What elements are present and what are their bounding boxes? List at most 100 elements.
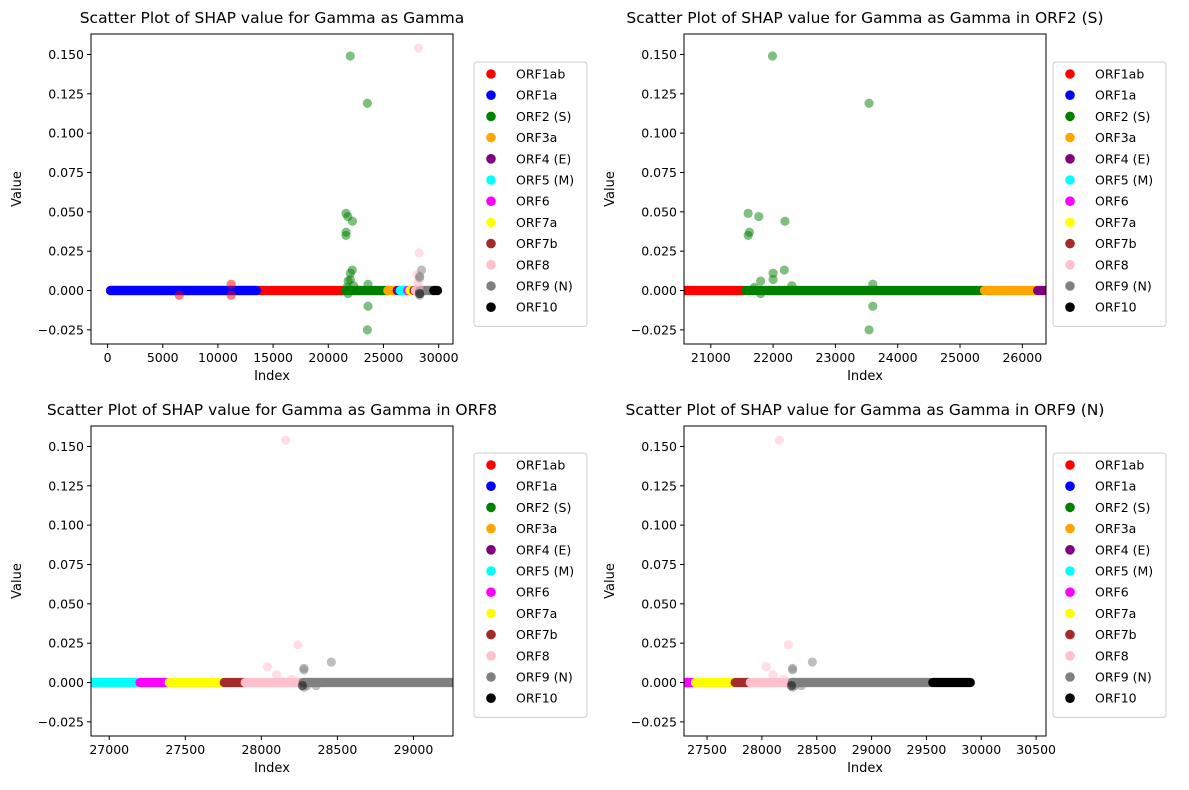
legend-label: ORF8 — [1095, 257, 1129, 272]
legend-marker — [1065, 132, 1075, 143]
plot-area — [91, 435, 453, 692]
legend-label: ORF10 — [1095, 691, 1137, 706]
legend-label: ORF2 (S) — [516, 109, 571, 124]
legend-marker — [486, 281, 496, 291]
legend-marker — [486, 175, 496, 185]
y-axis-label: Value — [603, 171, 618, 207]
legend-label: ORF7a — [516, 606, 557, 621]
legend-marker — [486, 502, 496, 513]
x-tick-label: 28000 — [742, 742, 782, 757]
point-orf2-s--3 — [754, 211, 764, 222]
legend-label: ORF5 (M) — [516, 564, 574, 579]
point-orf2-s--0 — [345, 51, 355, 61]
y-axis-label: Value — [10, 171, 25, 207]
legend-label: ORF2 (S) — [516, 500, 571, 515]
y-tick-label: 0.025 — [48, 636, 84, 651]
legend: ORF1ab ORF1a ORF2 (S) ORF3a ORF4 (E) ORF5 (M)… — [1052, 452, 1167, 718]
legend-marker — [1065, 460, 1075, 470]
legend-marker — [486, 460, 496, 470]
axes-frame — [683, 425, 1047, 737]
point-orf2-s--6 — [341, 230, 351, 241]
legend-marker — [1065, 69, 1075, 79]
legend-marker — [1065, 587, 1075, 597]
point-orf9-n--2 — [788, 665, 798, 675]
y-tick-label: 0.125 — [48, 86, 84, 101]
x-tick-label: 5000 — [147, 350, 179, 365]
legend-label: ORF1a — [516, 88, 557, 103]
x-axis-label: Index — [254, 369, 290, 384]
legend-marker — [486, 545, 496, 555]
legend-marker — [1065, 629, 1075, 640]
x-tick-label: 30000 — [961, 742, 1001, 757]
legend-marker — [1065, 196, 1075, 206]
legend-marker — [486, 651, 496, 661]
subplot-2: 21000 22000 23000 24000 25000 26000 −0.025 0.00… — [603, 9, 1167, 384]
y-tick-label: 0.000 — [641, 283, 677, 298]
x-axis-label: Index — [254, 761, 290, 776]
legend-marker — [486, 69, 496, 79]
axes-frame — [683, 33, 1047, 345]
y-axis-label: Value — [10, 563, 25, 599]
legend-marker — [486, 481, 496, 492]
legend-marker — [1065, 608, 1075, 619]
legend-marker — [1065, 502, 1075, 513]
y-tick-label: 0.050 — [48, 204, 84, 219]
legend-marker — [486, 111, 496, 122]
point-orf2-s--14 — [362, 325, 372, 335]
point-orf2-s--11 — [363, 279, 373, 289]
y-tick-label: 0.025 — [641, 244, 677, 259]
legend-marker — [486, 523, 496, 534]
point-orf8-1 — [293, 640, 303, 650]
y-tick-label: 0.075 — [641, 165, 677, 180]
legend-marker — [486, 302, 496, 313]
legend-label: ORF1a — [1095, 88, 1136, 103]
point-orf8-0 — [774, 435, 785, 445]
y-tick-label: 0.125 — [641, 86, 677, 101]
point-orf1ab-1 — [226, 279, 236, 289]
legend-label: ORF6 — [516, 194, 550, 209]
x-tick-label: 30000 — [419, 350, 459, 365]
legend-label: ORF7b — [1095, 627, 1137, 642]
legend-label: ORF7a — [516, 215, 557, 230]
legend-marker — [486, 154, 496, 164]
x-axis-label: Index — [847, 369, 883, 384]
x-tick-label: 29500 — [907, 742, 947, 757]
legend-label: ORF3a — [1095, 130, 1136, 145]
legend-marker — [1065, 154, 1075, 164]
chart-title: Scatter Plot of SHAP value for Gamma as … — [80, 9, 465, 27]
point-orf2-s--0 — [767, 51, 778, 61]
x-tick-label: 27500 — [687, 742, 727, 757]
legend-marker — [1065, 238, 1075, 249]
subplot-3: 27000 27500 28000 28500 29000 −0.025 0.000 0.02… — [10, 401, 588, 776]
point-orf2-s--1 — [362, 98, 372, 108]
legend-marker — [486, 90, 496, 100]
x-tick-label: 25000 — [940, 350, 980, 365]
legend-marker — [486, 196, 496, 206]
point-orf2-s--6 — [743, 230, 753, 241]
legend-label: ORF4 (E) — [1095, 542, 1150, 557]
x-tick-label: 27500 — [165, 742, 205, 757]
point-orf2-s--10 — [756, 276, 766, 286]
point-orf2-s--2 — [743, 208, 753, 218]
legend-label: ORF3a — [1095, 521, 1136, 536]
y-tick-label: 0.000 — [48, 283, 84, 298]
legend-box — [1052, 61, 1167, 327]
point-orf8-3 — [768, 670, 778, 680]
legend-label: ORF8 — [516, 257, 550, 272]
point-orf2-s--13 — [363, 301, 373, 311]
x-tick-label: 15000 — [253, 350, 293, 365]
legend-label: ORF2 (S) — [1095, 109, 1150, 124]
y-tick-label: 0.075 — [641, 557, 677, 572]
point-orf2-s--1 — [864, 98, 874, 108]
point-orf2-s--4 — [347, 216, 358, 226]
x-tick-label: 25000 — [364, 350, 404, 365]
legend-marker — [1065, 672, 1075, 682]
x-tick-label: 27000 — [89, 742, 129, 757]
point-orf2-s--16 — [349, 281, 359, 291]
y-tick-label: 0.025 — [641, 636, 677, 651]
subplot-4: 27500 28000 28500 29000 29500 30000 30500 −0.02… — [603, 401, 1167, 776]
legend-label: ORF9 (N) — [1095, 670, 1152, 685]
y-tick-label: 0.125 — [641, 478, 677, 493]
legend-marker — [1065, 651, 1075, 661]
x-tick-label: 29000 — [394, 742, 434, 757]
